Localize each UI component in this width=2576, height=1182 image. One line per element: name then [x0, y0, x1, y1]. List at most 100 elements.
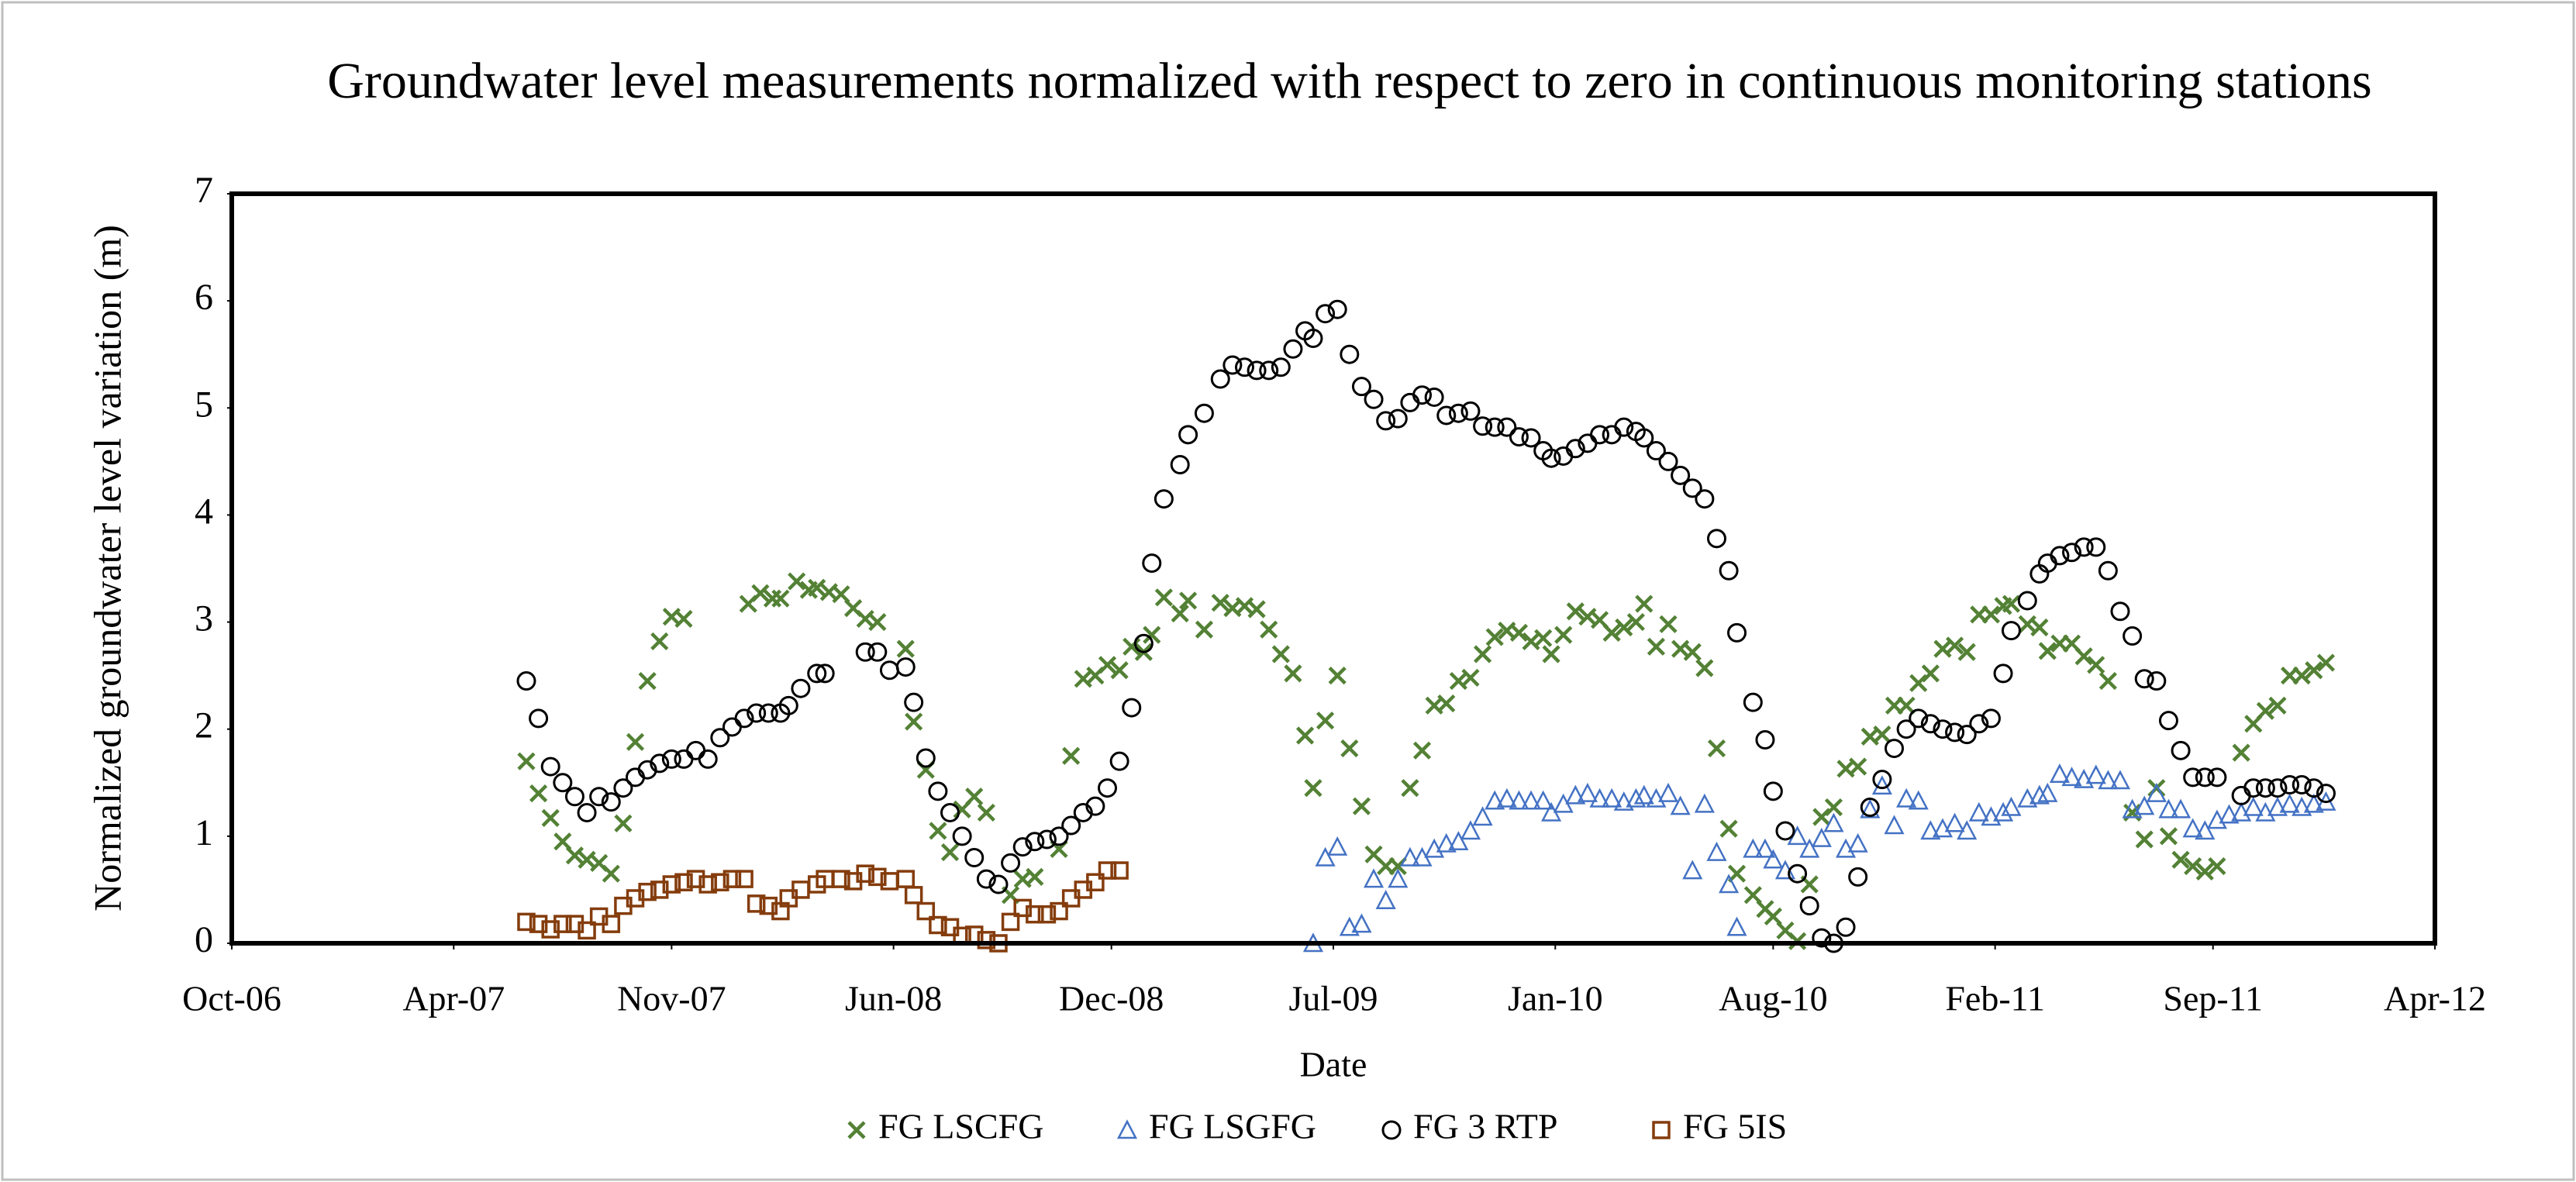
- circle-marker: [1788, 863, 1808, 884]
- x-marker: [1635, 594, 1654, 613]
- x-marker: [541, 808, 560, 827]
- x-marker: [1247, 600, 1266, 619]
- triangle-marker: [1763, 849, 1784, 869]
- circle-marker: [577, 802, 597, 822]
- square-marker: [711, 873, 729, 892]
- circle-marker: [1541, 448, 1561, 468]
- x-marker: [1873, 725, 1891, 744]
- circle-marker: [1646, 441, 1666, 461]
- x-marker: [517, 752, 536, 770]
- triangle-marker: [1327, 836, 1348, 856]
- x-marker: [788, 572, 806, 591]
- triangle-marker: [1116, 1119, 1138, 1139]
- x-marker: [1812, 808, 1831, 826]
- circle-marker: [1743, 692, 1763, 712]
- triangle-marker: [2074, 768, 2095, 788]
- triangle-marker: [1908, 790, 1929, 810]
- circle-marker: [1896, 719, 1916, 739]
- square-marker: [832, 870, 850, 888]
- square-marker: [1098, 861, 1117, 880]
- x-marker: [1897, 696, 1916, 715]
- x-marker: [638, 671, 657, 691]
- triangle-marker: [1743, 838, 1764, 858]
- circle-marker: [1194, 403, 1214, 423]
- triangle-marker: [2061, 767, 2082, 787]
- y-tick-label: 7: [195, 170, 213, 211]
- triangle-marker: [1589, 787, 1610, 808]
- x-marker: [2195, 862, 2214, 881]
- circle-marker: [1473, 416, 1493, 436]
- circle-marker: [1521, 428, 1541, 448]
- circle-marker: [1222, 355, 1243, 375]
- x-marker: [1707, 739, 1726, 758]
- y-tick-label: 0: [195, 919, 213, 960]
- circle-marker: [1755, 730, 1775, 750]
- circle-marker: [1142, 553, 1162, 574]
- square-marker: [698, 875, 717, 894]
- chart-title: Groundwater level measurements normalize…: [327, 53, 2372, 109]
- square-marker: [1652, 1121, 1671, 1139]
- circle-marker: [1957, 725, 1977, 745]
- circle-marker: [1682, 478, 1702, 498]
- circle-marker: [2074, 537, 2094, 557]
- circle-marker: [1763, 781, 1783, 801]
- triangle-marker: [2182, 818, 2203, 838]
- triangle-marker: [1485, 790, 1505, 810]
- triangle-marker: [1884, 815, 1905, 835]
- x-marker: [1909, 674, 1928, 692]
- circle-marker: [1133, 633, 1154, 653]
- x-marker: [565, 846, 585, 865]
- legend-label: FG LSGFG: [1149, 1107, 1316, 1146]
- circle-marker: [2050, 546, 2070, 566]
- x-marker: [1626, 612, 1645, 632]
- x-marker: [1437, 694, 1456, 713]
- x-tick-label: Apr-12: [2384, 979, 2486, 1018]
- plot-marks: [516, 299, 2336, 953]
- circle-marker: [1001, 853, 1021, 873]
- triangle-marker: [1896, 787, 1917, 808]
- x-marker: [1154, 588, 1173, 607]
- triangle-marker: [1496, 787, 1517, 808]
- triangle-marker: [1968, 801, 1989, 822]
- circle-marker: [1234, 357, 1254, 377]
- x-marker: [2268, 696, 2287, 715]
- circle-marker: [1860, 798, 1880, 818]
- circle-marker: [1025, 832, 1045, 852]
- triangle-marker: [2049, 763, 2070, 783]
- circle-marker: [1885, 739, 1905, 759]
- x-marker: [1695, 659, 1714, 677]
- x-marker: [1271, 645, 1290, 663]
- triangle-marker: [2267, 796, 2288, 816]
- x-marker: [1026, 867, 1044, 886]
- circle-marker: [1969, 714, 1989, 734]
- circle-marker: [1154, 489, 1174, 509]
- triangle-marker: [1472, 806, 1493, 826]
- x-marker: [896, 639, 915, 658]
- circle-marker: [553, 773, 573, 793]
- circle-marker: [2280, 775, 2300, 795]
- triangle-marker: [1992, 801, 2014, 822]
- triangle-marker: [2243, 796, 2264, 816]
- circle-marker: [747, 703, 767, 723]
- x-marker: [2171, 850, 2190, 869]
- square-marker: [735, 870, 753, 888]
- circle-marker: [516, 671, 536, 691]
- circle-marker: [1848, 867, 1868, 887]
- circle-marker: [1775, 821, 1795, 841]
- triangle-marker: [1399, 846, 1420, 867]
- triangle-marker: [2146, 782, 2167, 802]
- circle-marker: [589, 787, 609, 807]
- circle-marker: [564, 787, 585, 807]
- square-marker: [686, 870, 705, 888]
- triangle-marker: [1533, 790, 1554, 810]
- square-marker: [977, 931, 996, 949]
- circle-marker: [1170, 455, 1190, 475]
- x-marker: [1143, 625, 1161, 644]
- square-marker: [638, 882, 657, 901]
- x-marker: [1981, 605, 2001, 624]
- square-marker: [553, 915, 572, 933]
- triangle-marker: [1682, 860, 1703, 880]
- x-marker: [1211, 594, 1229, 612]
- circle-marker: [2062, 543, 2082, 563]
